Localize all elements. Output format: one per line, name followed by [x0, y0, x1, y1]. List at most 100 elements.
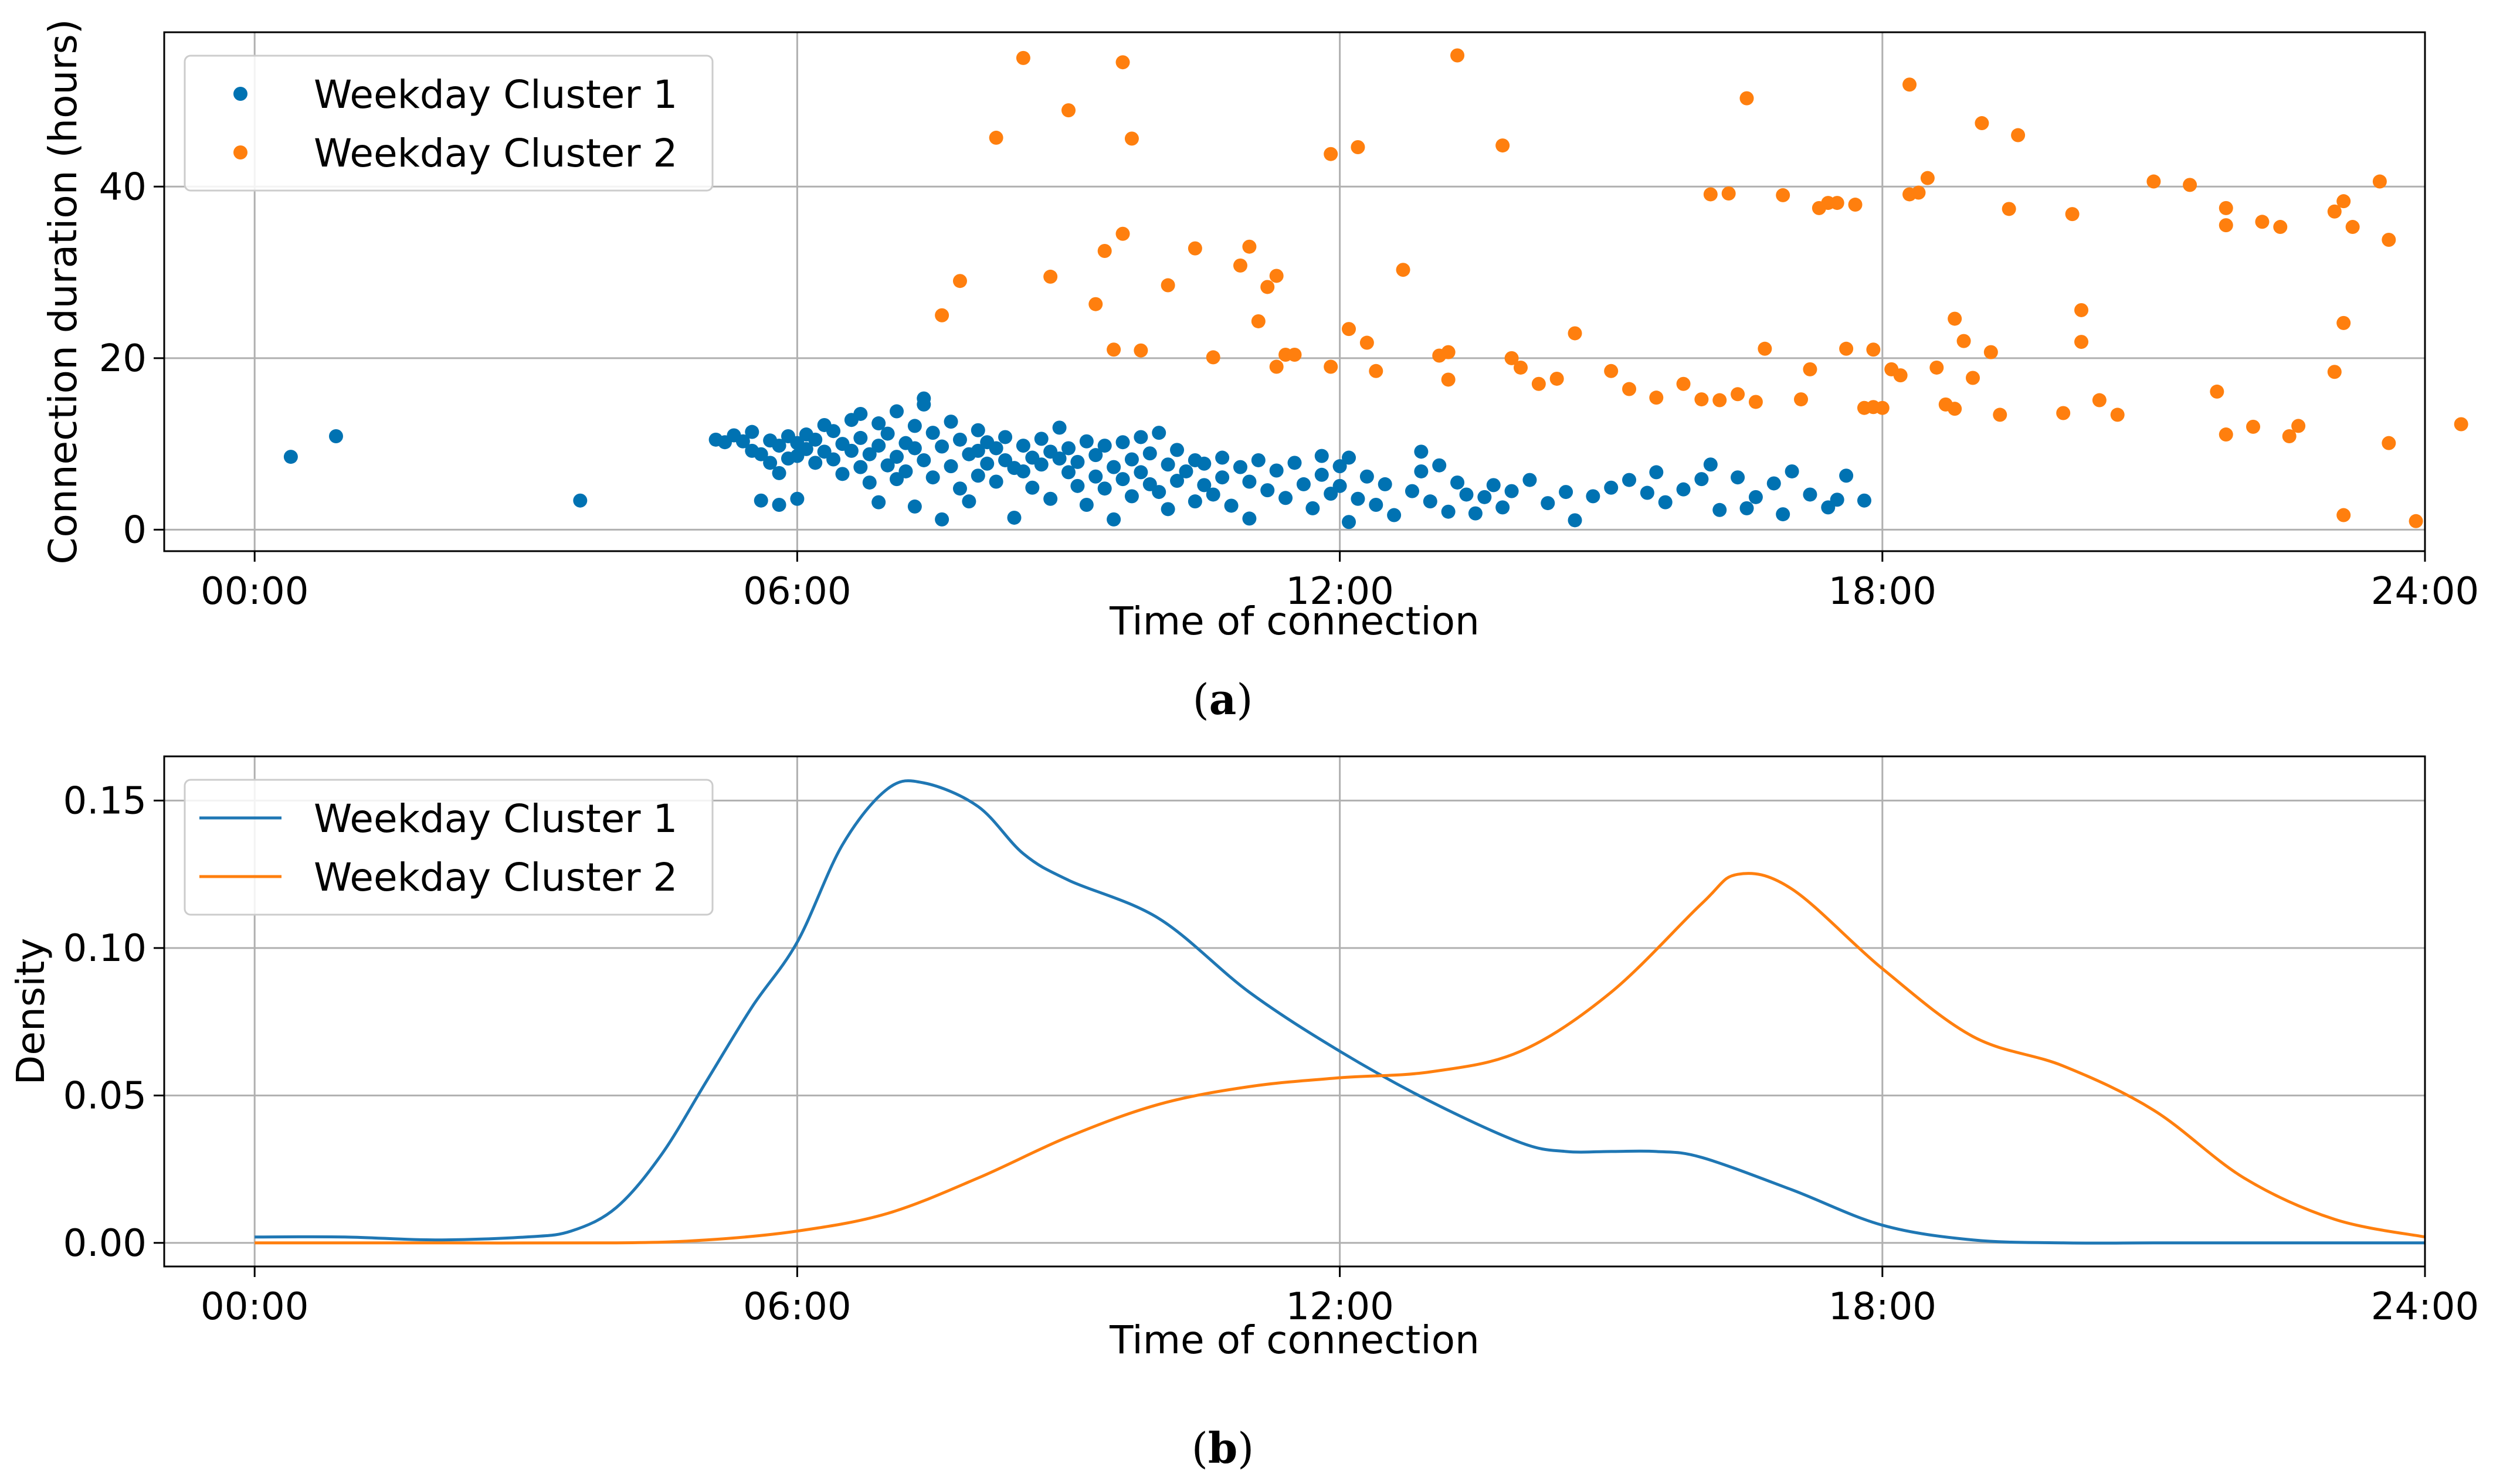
point-cluster-2 — [2210, 384, 2224, 399]
point-cluster-1 — [1468, 506, 1483, 521]
point-cluster-2 — [1269, 359, 1284, 374]
point-cluster-2 — [2183, 178, 2197, 192]
point-cluster-2 — [1287, 348, 1302, 362]
point-cluster-2 — [2074, 335, 2089, 349]
point-cluster-2 — [1929, 360, 1944, 375]
point-cluster-1 — [1152, 485, 1166, 500]
point-cluster-2 — [1088, 297, 1103, 311]
point-cluster-1 — [1342, 450, 1356, 465]
point-cluster-1 — [808, 432, 823, 447]
point-cluster-2 — [1694, 392, 1709, 407]
point-cluster-1 — [1215, 450, 1230, 465]
point-cluster-1 — [1830, 493, 1844, 507]
x-tick-label: 24:00 — [2371, 1285, 2479, 1329]
point-cluster-1 — [980, 456, 995, 471]
legend-marker-cluster-1 — [233, 87, 247, 101]
point-cluster-1 — [1052, 451, 1067, 466]
point-cluster-2 — [1260, 280, 1275, 294]
point-cluster-1 — [925, 426, 940, 440]
x-axis-label-b: Time of connection — [1109, 1317, 1480, 1363]
point-cluster-1 — [1658, 495, 1673, 510]
point-cluster-1 — [1142, 446, 1157, 461]
point-cluster-1 — [890, 404, 904, 419]
point-cluster-1 — [989, 441, 1003, 456]
point-cluster-1 — [1079, 434, 1094, 449]
point-cluster-1 — [853, 406, 868, 421]
legend-box-a — [184, 55, 714, 192]
point-cluster-1 — [898, 464, 913, 478]
point-cluster-1 — [1359, 469, 1374, 484]
point-cluster-2 — [1134, 343, 1148, 358]
point-cluster-2 — [1866, 342, 1881, 357]
point-cluster-1 — [1785, 464, 1799, 478]
point-cluster-2 — [1504, 351, 1519, 365]
caption-b: (b) — [1192, 1423, 1254, 1473]
point-cluster-1 — [1296, 477, 1311, 491]
point-cluster-1 — [1097, 439, 1112, 453]
x-tick-label: 12:00 — [1285, 1285, 1393, 1329]
point-cluster-1 — [1070, 478, 1085, 493]
point-cluster-2 — [2074, 303, 2089, 317]
point-cluster-2 — [2219, 218, 2233, 233]
point-cluster-2 — [2336, 315, 2351, 330]
point-cluster-1 — [1242, 474, 1257, 489]
y-tick-label: 40 — [99, 165, 147, 209]
caption-letter-b: b — [1208, 1423, 1237, 1473]
point-cluster-1 — [880, 426, 895, 441]
point-cluster-2 — [1676, 376, 1691, 391]
point-cluster-2 — [2345, 220, 2360, 235]
point-cluster-1 — [944, 459, 958, 474]
point-cluster-2 — [1875, 400, 1890, 415]
point-cluster-2 — [1794, 392, 1809, 407]
point-cluster-1 — [1342, 515, 1356, 529]
point-cluster-2 — [1233, 258, 1247, 273]
x-tick-label: 00:00 — [201, 570, 308, 613]
point-cluster-1 — [971, 443, 985, 458]
x-tick-label: 24:00 — [2371, 570, 2479, 613]
point-cluster-1 — [808, 456, 823, 470]
point-cluster-1 — [1152, 426, 1166, 440]
x-tick-label: 06:00 — [743, 570, 851, 613]
point-cluster-1 — [735, 434, 750, 449]
point-cluster-1 — [1486, 478, 1501, 493]
x-tick-label: 12:00 — [1285, 570, 1393, 613]
point-cluster-2 — [1721, 186, 1736, 201]
point-cluster-1 — [1676, 482, 1691, 497]
point-cluster-1 — [1115, 472, 1130, 487]
point-cluster-2 — [2327, 365, 2342, 379]
x-tick-label: 00:00 — [201, 1285, 308, 1329]
point-cluster-2 — [1359, 335, 1374, 350]
point-cluster-1 — [1161, 502, 1175, 517]
point-cluster-1 — [1305, 501, 1320, 515]
point-cluster-2 — [1324, 359, 1338, 374]
point-cluster-1 — [745, 425, 759, 439]
point-cluster-2 — [1983, 345, 1998, 359]
point-cluster-2 — [2454, 417, 2468, 432]
point-cluster-2 — [1242, 239, 1257, 254]
point-cluster-1 — [952, 432, 967, 447]
point-cluster-1 — [826, 452, 841, 467]
point-cluster-1 — [1115, 435, 1130, 450]
point-cluster-1 — [1170, 474, 1185, 488]
point-cluster-1 — [1251, 453, 1266, 467]
caption-a: (a) — [1193, 674, 1253, 724]
point-cluster-1 — [1568, 513, 1582, 528]
point-cluster-1 — [862, 447, 877, 461]
point-cluster-2 — [1649, 390, 1664, 405]
point-cluster-1 — [944, 415, 958, 429]
point-cluster-1 — [1287, 456, 1302, 470]
point-cluster-1 — [1694, 472, 1709, 487]
legend-box-b — [184, 779, 714, 916]
point-cluster-1 — [1441, 504, 1456, 519]
point-cluster-1 — [1803, 487, 1817, 502]
point-cluster-1 — [917, 453, 931, 467]
point-cluster-2 — [1369, 364, 1383, 378]
point-cluster-1 — [1242, 511, 1257, 526]
point-cluster-2 — [1206, 350, 1220, 365]
point-cluster-1 — [1432, 458, 1447, 473]
y-tick-label: 0.00 — [63, 1222, 147, 1265]
y-tick-label: 20 — [99, 337, 147, 381]
scatter-marks — [283, 48, 2468, 529]
point-cluster-1 — [925, 470, 940, 485]
point-cluster-1 — [1097, 481, 1112, 496]
